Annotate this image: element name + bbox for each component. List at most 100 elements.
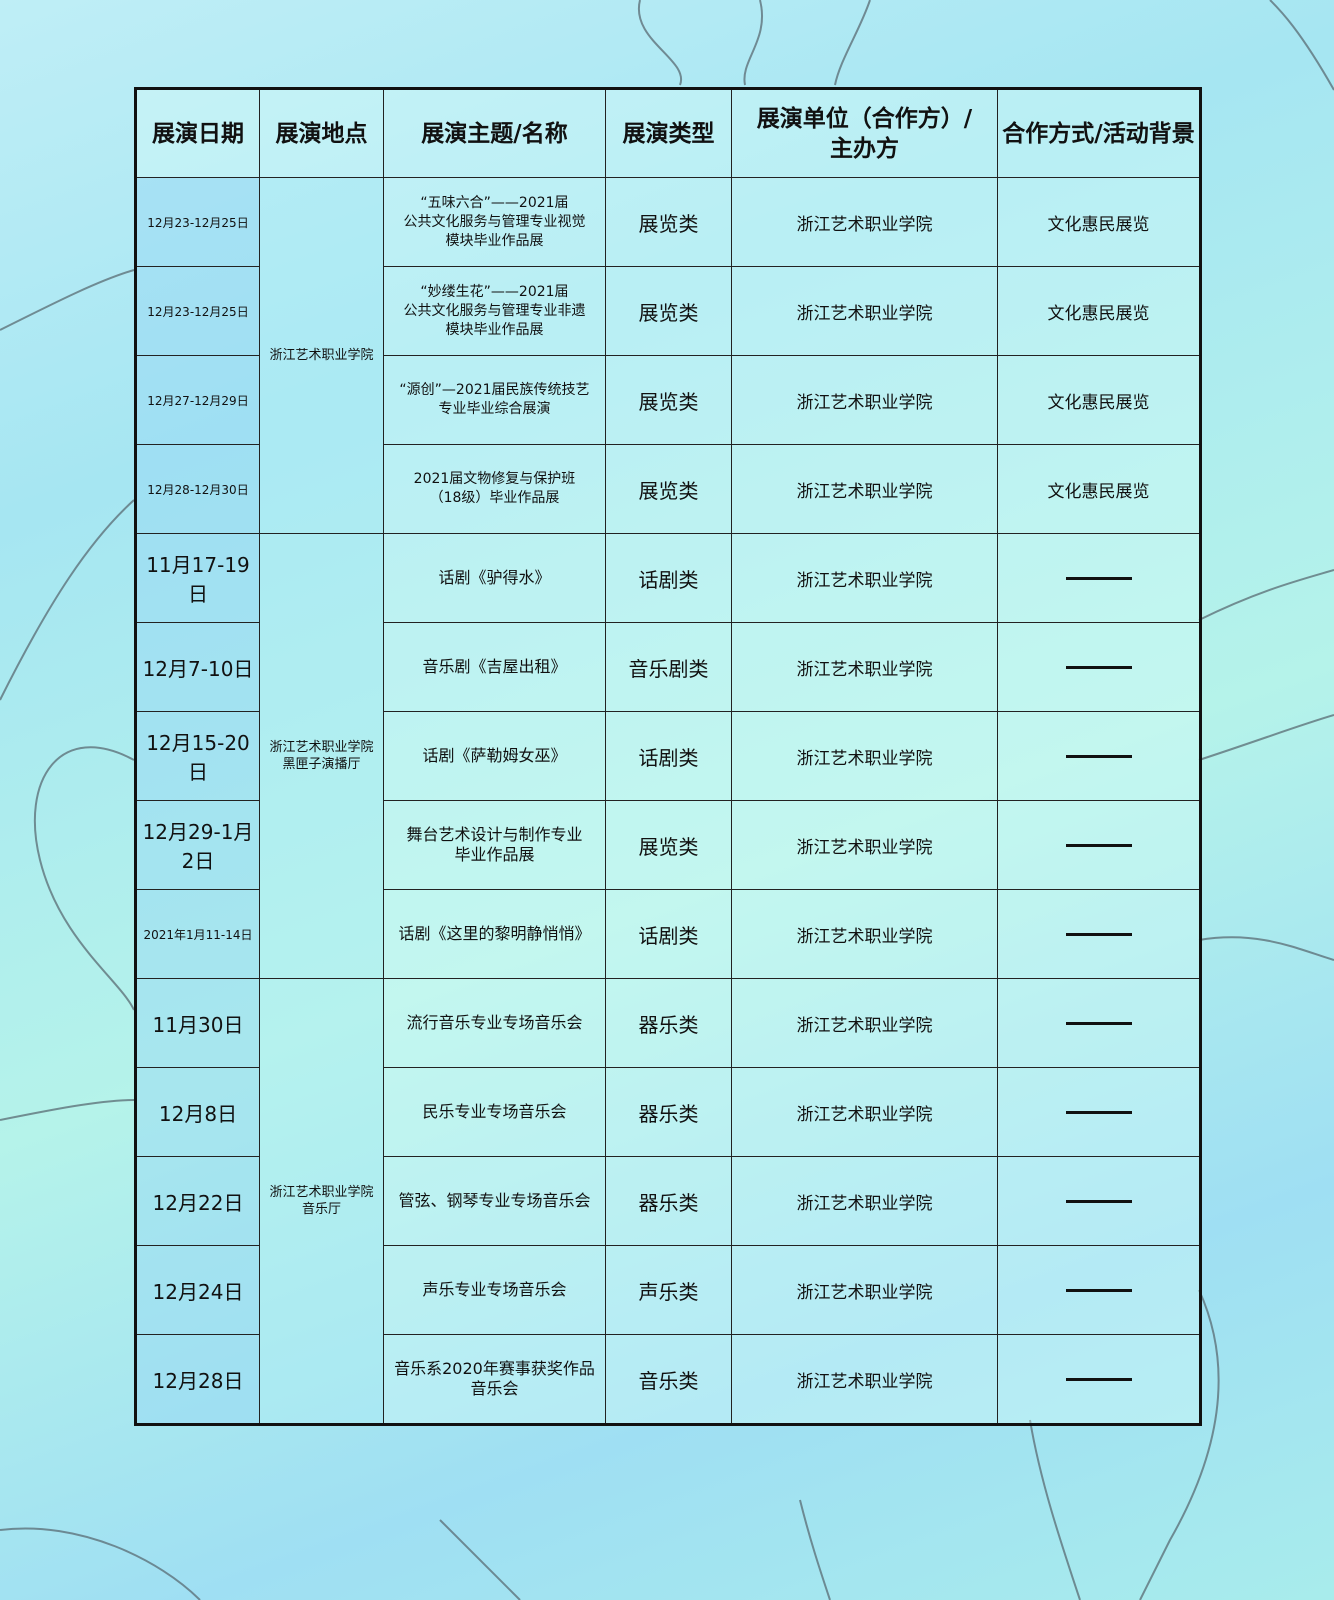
dash-line: —— xyxy=(1065,932,1132,936)
title-cell: 话剧《萨勒姆女巫》 xyxy=(383,711,606,801)
venue-cell: 浙江艺术职业学院 黑匣子演播厅 xyxy=(259,533,384,979)
date-cell: 11月17-19日 xyxy=(135,533,260,623)
table-row: 12月23-12月25日 “妙缕生花”——2021届 公共文化服务与管理专业非遗 … xyxy=(135,266,1201,356)
organizer-cell: 浙江艺术职业学院 xyxy=(731,1334,998,1425)
type-cell: 话剧类 xyxy=(605,889,732,979)
organizer-cell: 浙江艺术职业学院 xyxy=(731,978,998,1068)
background-cell: 文化惠民展览 xyxy=(997,355,1201,445)
organizer-cell: 浙江艺术职业学院 xyxy=(731,1156,998,1246)
header-row: 展演日期 展演地点 展演主题/名称 展演类型 展演单位（合作方）/ 主办方 合作方式/活动… xyxy=(135,88,1201,178)
title-cell: “妙缕生花”——2021届 公共文化服务与管理专业非遗 模块毕业作品展 xyxy=(383,266,606,356)
background-cell: —— xyxy=(997,800,1201,890)
column-header-date: 展演日期 xyxy=(135,88,260,178)
background-cell: —— xyxy=(997,1067,1201,1157)
background-cell: 文化惠民展览 xyxy=(997,444,1201,534)
dash-line: —— xyxy=(1065,1199,1132,1203)
background-cell: —— xyxy=(997,1245,1201,1335)
type-cell: 展览类 xyxy=(605,355,732,445)
date-cell: 11月30日 xyxy=(135,978,260,1068)
title-cell: 声乐专业专场音乐会 xyxy=(383,1245,606,1335)
column-header-background: 合作方式/活动背景 xyxy=(997,88,1201,178)
organizer-cell: 浙江艺术职业学院 xyxy=(731,1245,998,1335)
dash-line: —— xyxy=(1065,1288,1132,1292)
date-cell: 12月28日 xyxy=(135,1334,260,1425)
date-cell: 12月8日 xyxy=(135,1067,260,1157)
date-cell: 12月27-12月29日 xyxy=(135,355,260,445)
type-cell: 器乐类 xyxy=(605,978,732,1068)
background-cell: —— xyxy=(997,622,1201,712)
type-cell: 展览类 xyxy=(605,800,732,890)
date-cell: 12月24日 xyxy=(135,1245,260,1335)
organizer-cell: 浙江艺术职业学院 xyxy=(731,889,998,979)
column-header-title: 展演主题/名称 xyxy=(383,88,606,178)
title-cell: “五味六合”——2021届 公共文化服务与管理专业视觉 模块毕业作品展 xyxy=(383,177,606,267)
title-cell: 音乐系2020年赛事获奖作品 音乐会 xyxy=(383,1334,606,1425)
type-cell: 器乐类 xyxy=(605,1067,732,1157)
title-cell: 音乐剧《吉屋出租》 xyxy=(383,622,606,712)
dash-line: —— xyxy=(1065,843,1132,847)
title-cell: 管弦、钢琴专业专场音乐会 xyxy=(383,1156,606,1246)
background-text: 文化惠民展览 xyxy=(1047,214,1150,235)
dash-line: —— xyxy=(1065,665,1132,669)
type-cell: 展览类 xyxy=(605,266,732,356)
background-cell: —— xyxy=(997,1156,1201,1246)
dash-line: —— xyxy=(1065,576,1132,580)
background-text: 文化惠民展览 xyxy=(1047,392,1150,413)
performance-schedule-table: 展演日期 展演地点 展演主题/名称 展演类型 展演单位（合作方）/ 主办方 合作方式/活动… xyxy=(134,87,1202,1426)
dash-line: —— xyxy=(1065,1110,1132,1114)
organizer-cell: 浙江艺术职业学院 xyxy=(731,622,998,712)
date-cell: 2021年1月11-14日 xyxy=(135,889,260,979)
venue-cell: 浙江艺术职业学院 xyxy=(259,177,384,534)
title-cell: “源创”—2021届民族传统技艺 专业毕业综合展演 xyxy=(383,355,606,445)
venue-cell: 浙江艺术职业学院 音乐厅 xyxy=(259,978,384,1425)
title-cell: 2021届文物修复与保护班 （18级）毕业作品展 xyxy=(383,444,606,534)
date-cell: 12月29-1月2日 xyxy=(135,800,260,890)
organizer-cell: 浙江艺术职业学院 xyxy=(731,355,998,445)
date-cell: 12月7-10日 xyxy=(135,622,260,712)
date-cell: 12月15-20日 xyxy=(135,711,260,801)
type-cell: 展览类 xyxy=(605,444,732,534)
organizer-cell: 浙江艺术职业学院 xyxy=(731,1067,998,1157)
dash-line: —— xyxy=(1065,1021,1132,1025)
type-cell: 展览类 xyxy=(605,177,732,267)
background-text: 文化惠民展览 xyxy=(1047,481,1150,502)
column-header-venue: 展演地点 xyxy=(259,88,384,178)
background-cell: —— xyxy=(997,1334,1201,1425)
dash-line: —— xyxy=(1065,1377,1132,1381)
background-cell: 文化惠民展览 xyxy=(997,266,1201,356)
type-cell: 音乐类 xyxy=(605,1334,732,1425)
table-row: 11月17-19日 浙江艺术职业学院 黑匣子演播厅 话剧《驴得水》 话剧类 浙江艺术职业… xyxy=(135,533,1201,979)
table-row: 11月30日 浙江艺术职业学院 音乐厅 流行音乐专业专场音乐会 器乐类 浙江艺术职业学院… xyxy=(135,978,1201,1425)
title-cell: 话剧《驴得水》 xyxy=(383,533,606,623)
table-row: 12月23-12月25日 浙江艺术职业学院 “五味六合”——2021届 公共文化服务… xyxy=(135,177,1201,534)
organizer-cell: 浙江艺术职业学院 xyxy=(731,177,998,267)
organizer-cell: 浙江艺术职业学院 xyxy=(731,800,998,890)
background-text: 文化惠民展览 xyxy=(1047,303,1150,324)
type-cell: 话剧类 xyxy=(605,711,732,801)
type-cell: 话剧类 xyxy=(605,533,732,623)
type-cell: 音乐剧类 xyxy=(605,622,732,712)
background-cell: —— xyxy=(997,711,1201,801)
title-cell: 话剧《这里的黎明静悄悄》 xyxy=(383,889,606,979)
column-header-unit: 展演单位（合作方）/ 主办方 xyxy=(731,88,998,178)
organizer-cell: 浙江艺术职业学院 xyxy=(731,533,998,623)
date-cell: 12月23-12月25日 xyxy=(135,266,260,356)
column-header-type: 展演类型 xyxy=(605,88,732,178)
background-cell: 文化惠民展览 xyxy=(997,177,1201,267)
date-cell: 12月22日 xyxy=(135,1156,260,1246)
title-cell: 舞台艺术设计与制作专业 毕业作品展 xyxy=(383,800,606,890)
date-cell: 12月28-12月30日 xyxy=(135,444,260,534)
organizer-cell: 浙江艺术职业学院 xyxy=(731,711,998,801)
date-cell: 12月23-12月25日 xyxy=(135,177,260,267)
table-row: 12月28-12月30日 2021届文物修复与保护班 （18级）毕业作品展 展览类浙… xyxy=(135,444,1201,534)
type-cell: 声乐类 xyxy=(605,1245,732,1335)
dash-line: —— xyxy=(1065,754,1132,758)
